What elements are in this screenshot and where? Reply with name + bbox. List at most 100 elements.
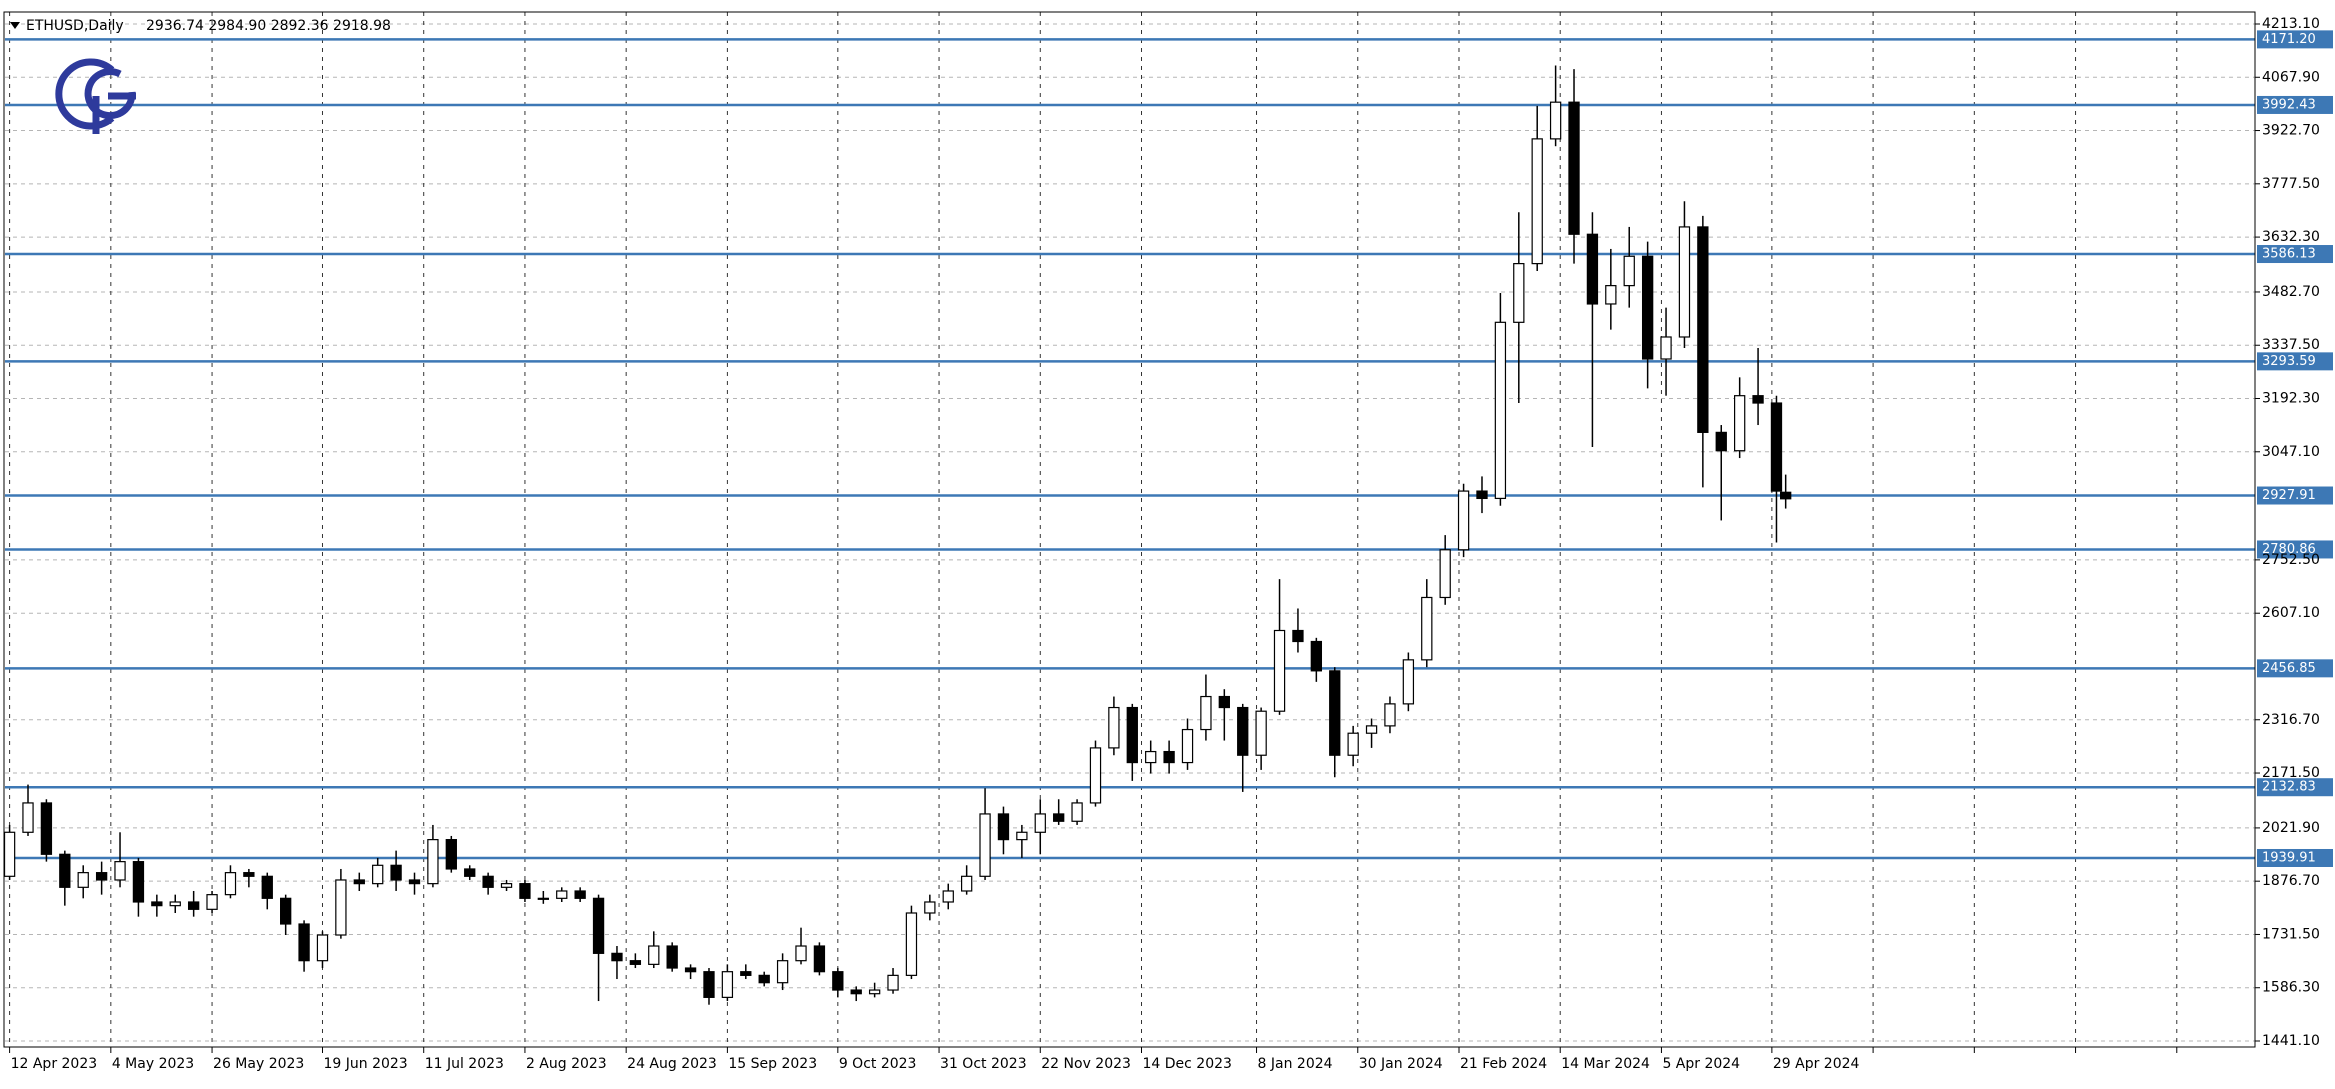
candle-body <box>629 960 642 965</box>
candle-body <box>298 923 310 962</box>
candle-body <box>243 872 255 877</box>
candle-body <box>169 901 181 907</box>
x-tick-label: 8 Jan 2024 <box>1258 1056 1333 1072</box>
candle-body <box>1586 233 1599 305</box>
candle-body <box>1531 138 1543 265</box>
levels: 4171.20 3992.43 3586.13 3293.59 2927.91 2780.… <box>5 30 2333 867</box>
y-tick-label: 3777.50 <box>2262 176 2320 192</box>
x-tick-label: 24 Aug 2023 <box>627 1056 717 1072</box>
candle-body <box>1200 695 1212 731</box>
y-tick-label: 3632.30 <box>2262 229 2320 245</box>
candle-body <box>1568 101 1580 235</box>
x-tick-label: 4 May 2023 <box>112 1056 194 1072</box>
candle-body <box>206 894 218 910</box>
candle-body <box>427 839 439 885</box>
candle-body <box>868 989 881 995</box>
level-label: 4171.20 <box>2262 32 2316 47</box>
candle-body <box>1715 431 1727 452</box>
candle-body <box>979 813 991 877</box>
candle-body <box>445 839 457 870</box>
level-label: 3992.43 <box>2262 97 2316 112</box>
candle-body <box>795 945 807 962</box>
candle-body <box>1770 402 1783 492</box>
y-tick-label: 2752.50 <box>2262 552 2320 568</box>
level-label: 2456.85 <box>2262 661 2316 676</box>
candle-body <box>1071 802 1083 822</box>
candle-body <box>1273 629 1286 712</box>
candle-body <box>1678 226 1691 338</box>
candle-body <box>1365 725 1378 734</box>
candle-body <box>1549 101 1562 140</box>
candle-body <box>1439 549 1451 599</box>
level-label-box <box>2257 352 2333 371</box>
level-label-box <box>2257 540 2333 559</box>
candle-body <box>1292 629 1304 643</box>
candle-body <box>684 967 697 973</box>
candle-body <box>1623 255 1635 287</box>
candle-body <box>1660 336 1672 360</box>
candle-body <box>280 897 292 925</box>
logo <box>55 58 136 134</box>
candle-body <box>316 934 329 962</box>
x-tick-label: 11 Jul 2023 <box>425 1056 504 1072</box>
x-tick-label: 5 Apr 2024 <box>1662 1056 1740 1072</box>
candle-body <box>960 875 973 892</box>
candle-body <box>924 901 936 914</box>
chart-title: ETHUSD,Daily <box>26 18 124 34</box>
candle-body <box>1697 226 1709 433</box>
candle-body <box>1145 750 1157 764</box>
candle-body <box>592 897 605 954</box>
candle-body <box>151 901 163 907</box>
candle-body <box>776 960 789 984</box>
candle-body <box>1310 640 1323 672</box>
candle-body <box>1218 695 1230 709</box>
candle-body <box>132 861 145 903</box>
y-tick-label: 2316.70 <box>2262 712 2320 728</box>
y-tick-label: 3482.70 <box>2262 284 2320 300</box>
candle-body <box>666 945 678 969</box>
candle-body <box>1126 706 1138 764</box>
candle-body <box>1752 395 1764 404</box>
candle-body <box>1089 747 1102 804</box>
level-label-box <box>2257 778 2333 797</box>
candle-body <box>887 974 899 991</box>
candle-body <box>1421 596 1433 661</box>
quote: 2936.74 2984.90 2892.36 2918.98 <box>146 18 391 34</box>
candle-body <box>335 879 347 936</box>
candle-body <box>758 974 770 984</box>
candle-body <box>1053 813 1065 822</box>
x-tick-label: 31 Oct 2023 <box>940 1056 1027 1072</box>
candle-body <box>482 875 494 888</box>
x-tick-label: 14 Mar 2024 <box>1561 1056 1650 1072</box>
y-tick-label: 1441.10 <box>2262 1033 2320 1049</box>
axes: 4213.10 4067.90 3922.70 3777.50 3632.30 3482.… <box>9 16 2320 1072</box>
y-tick-label: 1586.30 <box>2262 980 2320 996</box>
x-tick-label: 9 Oct 2023 <box>839 1056 917 1072</box>
candle-body <box>353 879 365 885</box>
level-label-box <box>2257 659 2333 678</box>
level-label-box <box>2257 486 2333 505</box>
x-tick-label: 19 Jun 2023 <box>323 1056 407 1072</box>
candle-body <box>574 890 586 899</box>
menu-triangle <box>10 22 20 29</box>
candle-body <box>740 971 752 976</box>
y-tick-label: 1876.70 <box>2262 873 2320 889</box>
candle-body <box>611 952 623 962</box>
candle-body <box>1457 490 1470 551</box>
y-tick-label: 4213.10 <box>2262 16 2320 32</box>
y-tick-label: 2607.10 <box>2262 605 2320 621</box>
level-label-box <box>2257 848 2333 867</box>
candle-body <box>372 864 384 885</box>
candle-body <box>997 813 1010 841</box>
candle-body <box>1016 831 1028 841</box>
candle-body <box>187 901 200 910</box>
x-tick-label: 14 Dec 2023 <box>1143 1056 1232 1072</box>
candle-body <box>1734 395 1746 452</box>
x-tick-label: 29 Apr 2024 <box>1773 1056 1860 1072</box>
x-tick-label: 21 Feb 2024 <box>1460 1056 1547 1072</box>
candle-body <box>1384 703 1396 727</box>
level-label-box <box>2257 245 2333 264</box>
y-tick-label: 2171.50 <box>2262 765 2320 781</box>
